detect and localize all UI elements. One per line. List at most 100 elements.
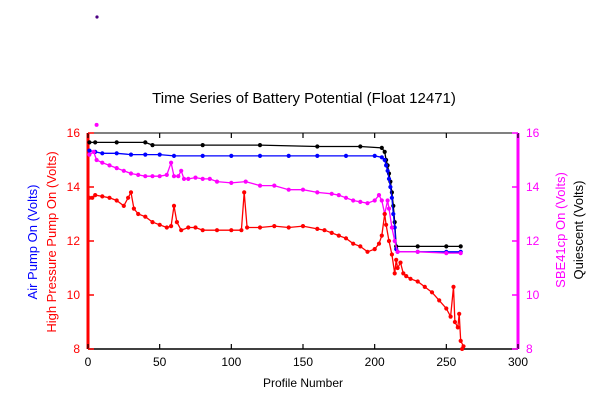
data-point	[386, 176, 392, 181]
data-point	[87, 152, 92, 157]
right-axis-label-quiescent: Quiescent (Volts)	[571, 181, 586, 280]
data-point	[322, 228, 327, 233]
right-y-tick-label: 16	[526, 126, 540, 140]
data-point	[372, 153, 377, 158]
x-tick-label: 50	[153, 355, 167, 369]
data-point	[300, 187, 306, 192]
data-point	[365, 249, 370, 254]
data-point	[382, 149, 387, 154]
data-point	[329, 191, 334, 196]
data-point	[193, 175, 198, 180]
data-point	[329, 230, 334, 235]
x-tick-label: 150	[293, 355, 313, 369]
data-point	[389, 252, 394, 257]
data-point	[100, 160, 105, 165]
data-point	[186, 225, 191, 230]
data-point	[243, 179, 248, 184]
data-point	[150, 143, 155, 148]
data-point	[100, 194, 105, 199]
data-point	[415, 249, 420, 254]
data-point	[121, 203, 126, 208]
data-point	[351, 198, 356, 203]
data-point	[176, 174, 181, 179]
data-point	[272, 224, 277, 229]
left-axis-label-air-pump: Air Pump On (Volts)	[25, 185, 40, 300]
data-point	[386, 238, 392, 244]
data-point	[200, 176, 205, 181]
x-tick-label: 0	[85, 355, 92, 369]
chart-title: Time Series of Battery Potential (Float …	[152, 90, 456, 107]
data-point	[114, 166, 119, 171]
data-point	[376, 241, 382, 246]
data-point	[351, 241, 356, 246]
data-point	[386, 206, 392, 211]
left-y-tick-label: 16	[67, 126, 81, 140]
right-y-tick-label: 10	[526, 288, 540, 302]
data-point	[150, 174, 155, 179]
data-point	[458, 338, 463, 343]
data-point	[214, 228, 220, 233]
data-point	[286, 153, 291, 158]
data-point	[114, 198, 119, 203]
data-point	[229, 180, 234, 185]
x-tick-label: 250	[436, 355, 456, 369]
data-point	[107, 163, 112, 168]
data-point	[379, 145, 384, 150]
right-y-tick-label: 12	[526, 234, 540, 248]
data-point	[401, 271, 406, 276]
data-point	[415, 244, 420, 249]
data-point	[336, 233, 341, 238]
left-axis-labels: Air Pump On (Volts) High Pressure Pump O…	[25, 151, 59, 332]
data-point	[131, 206, 136, 211]
data-point	[87, 148, 92, 153]
data-point	[128, 171, 134, 176]
right-y-tick-label: 8	[526, 342, 533, 356]
data-point	[91, 149, 96, 154]
series-group	[87, 190, 466, 349]
data-point	[452, 319, 457, 325]
data-point	[87, 195, 92, 200]
data-point	[444, 306, 449, 311]
data-point	[385, 168, 390, 173]
data-point	[315, 153, 320, 158]
data-point	[398, 260, 403, 265]
x-tick-label: 100	[221, 355, 241, 369]
data-point	[171, 203, 177, 208]
data-point	[126, 195, 131, 200]
data-point	[343, 195, 349, 200]
data-point	[382, 157, 387, 163]
data-point	[336, 193, 341, 198]
data-point	[286, 187, 291, 192]
data-point	[389, 195, 394, 200]
data-point	[169, 160, 174, 165]
data-point	[257, 143, 263, 148]
stray-marker	[95, 15, 99, 19]
data-point	[392, 271, 397, 276]
data-point	[239, 228, 244, 233]
data-point	[121, 168, 126, 173]
data-point	[429, 290, 435, 295]
data-point	[315, 226, 320, 231]
data-point	[389, 225, 394, 230]
data-point	[382, 211, 387, 217]
data-point	[107, 195, 112, 200]
data-point	[379, 155, 384, 160]
data-point	[186, 176, 191, 181]
data-point	[286, 225, 291, 230]
x-axis-label: Profile Number	[263, 376, 343, 390]
left-y-tick-label: 8	[73, 342, 80, 356]
data-point	[136, 172, 141, 177]
data-point	[257, 183, 263, 188]
data-point	[315, 190, 320, 195]
data-point	[200, 153, 205, 158]
right-axis-label-sbe41cp: SBE41cp On (Volts)	[553, 172, 568, 288]
data-point	[200, 228, 205, 233]
left-y-tick-label: 14	[67, 180, 81, 194]
data-point	[179, 228, 184, 233]
data-point	[174, 220, 179, 225]
data-point	[448, 314, 453, 319]
data-point	[384, 163, 389, 168]
data-point	[181, 176, 187, 181]
